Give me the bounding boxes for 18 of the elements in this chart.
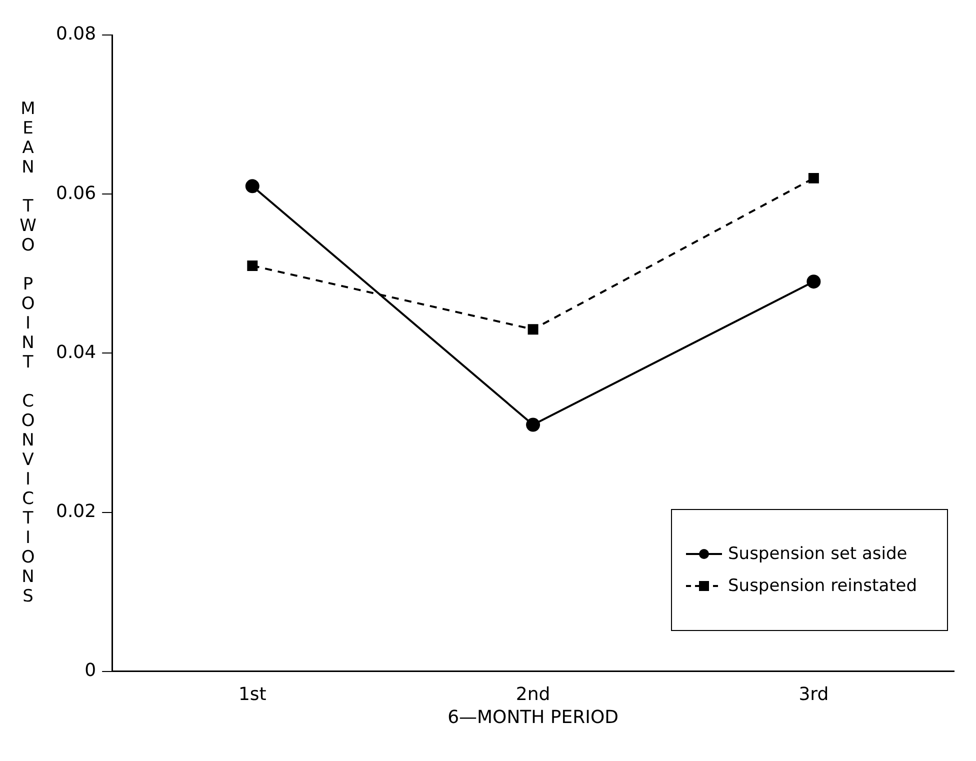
point <box>808 172 819 184</box>
y-tick-label: 0.06 <box>56 182 96 204</box>
text: MEAN TWO POINT CONVICTIONS <box>20 98 36 606</box>
point <box>526 418 540 432</box>
x-axis-title: 6—MONTH PERIOD <box>446 707 620 728</box>
x-tick-label: 2nd <box>516 684 550 705</box>
y-tick-label: 0.02 <box>56 500 96 522</box>
y-tick-label: 0.08 <box>56 24 96 45</box>
point <box>245 179 260 194</box>
point <box>247 260 258 271</box>
point <box>528 324 538 335</box>
y-tick-label: 0 <box>84 660 96 682</box>
legend-label: Suspension set aside <box>728 544 908 564</box>
x-tick-label: 1st <box>238 684 266 705</box>
y-tick-label: 0.04 <box>56 342 96 363</box>
point <box>806 274 821 289</box>
x-tick-label: 3rd <box>798 684 829 705</box>
legend-label: Suspension reinstated <box>728 576 918 596</box>
